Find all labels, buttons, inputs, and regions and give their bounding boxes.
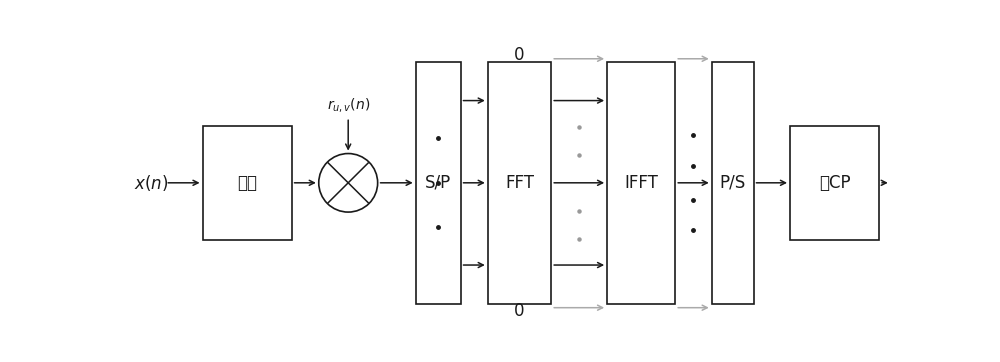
- Text: 调制: 调制: [237, 174, 257, 192]
- Text: 0: 0: [514, 302, 525, 320]
- FancyBboxPatch shape: [607, 62, 675, 304]
- Text: $x(n)$: $x(n)$: [134, 173, 169, 193]
- FancyBboxPatch shape: [416, 62, 461, 304]
- Text: IFFT: IFFT: [624, 174, 658, 192]
- Ellipse shape: [319, 153, 378, 212]
- FancyBboxPatch shape: [712, 62, 754, 304]
- Text: S/P: S/P: [425, 174, 451, 192]
- Text: $r_{u,v}(n)$: $r_{u,v}(n)$: [327, 96, 370, 114]
- FancyBboxPatch shape: [790, 126, 879, 240]
- FancyBboxPatch shape: [202, 126, 292, 240]
- Text: 0: 0: [514, 46, 525, 64]
- Text: FFT: FFT: [505, 174, 534, 192]
- Text: P/S: P/S: [719, 174, 746, 192]
- FancyBboxPatch shape: [488, 62, 551, 304]
- Text: 加CP: 加CP: [819, 174, 850, 192]
